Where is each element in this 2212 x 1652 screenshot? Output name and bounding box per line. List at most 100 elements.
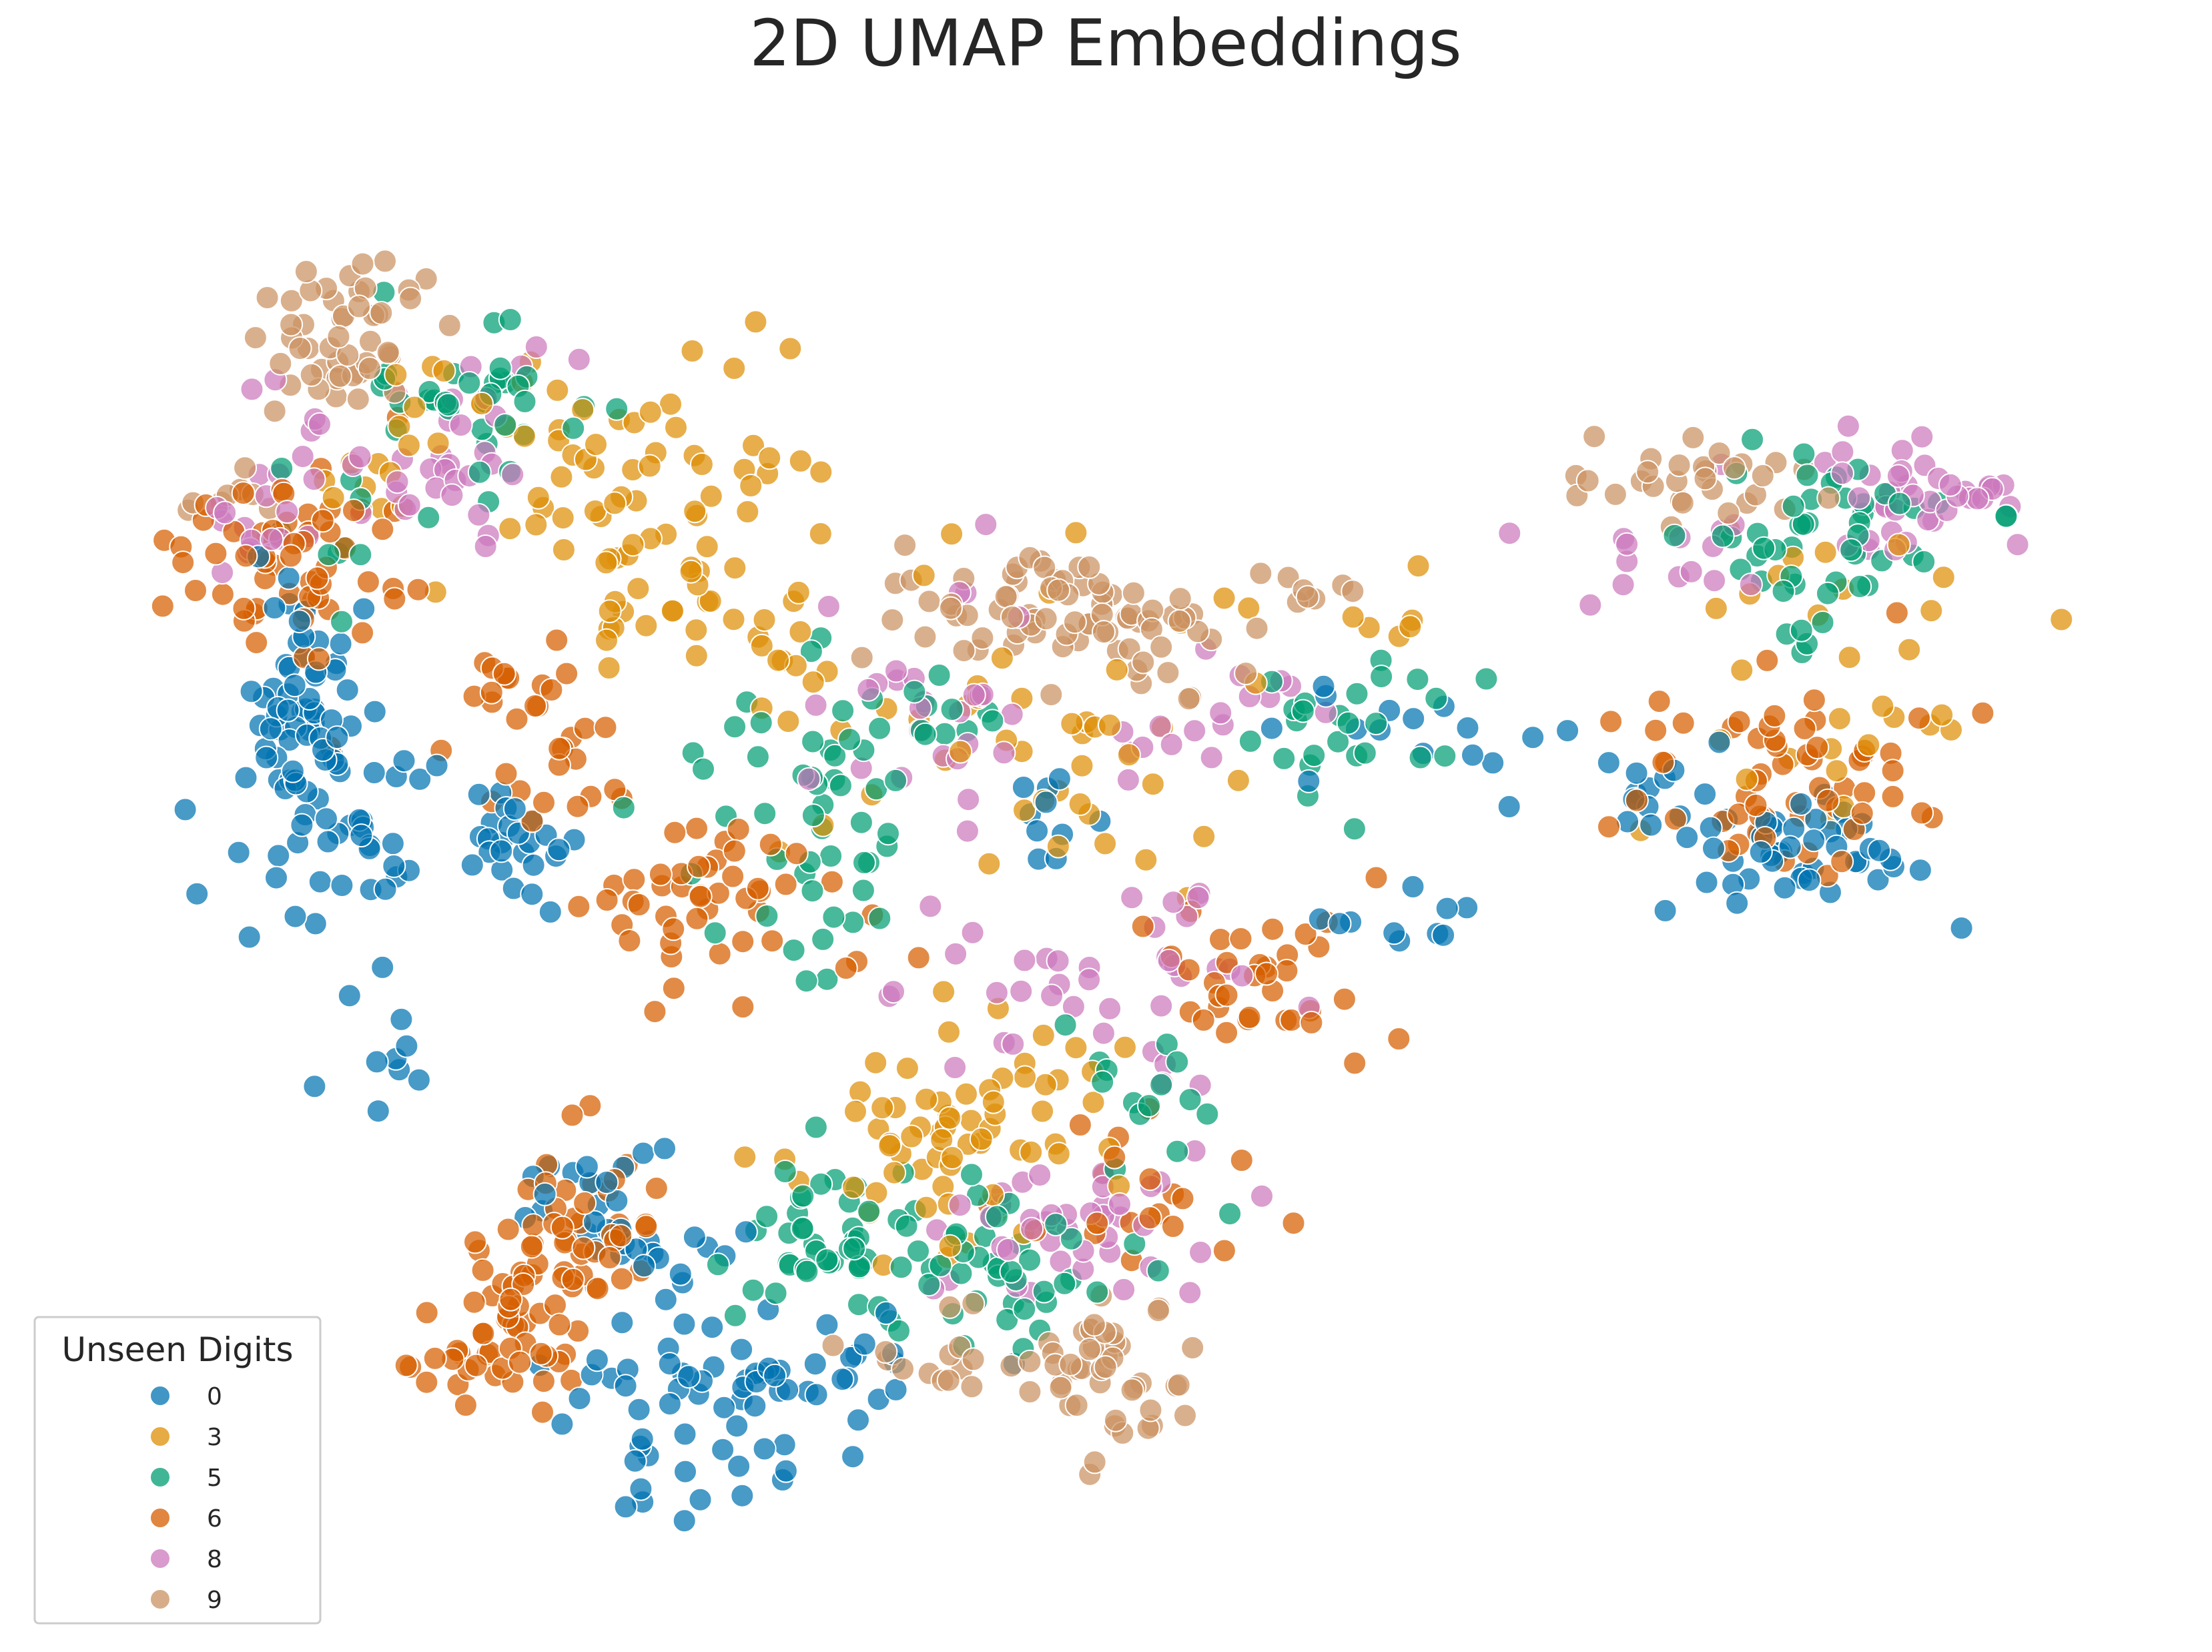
scatter-point-digit-3 bbox=[938, 1106, 962, 1130]
scatter-point-digit-6 bbox=[685, 816, 709, 841]
scatter-point-digit-0 bbox=[538, 899, 563, 924]
scatter-point-digit-9 bbox=[1816, 486, 1841, 510]
scatter-point-digit-3 bbox=[549, 464, 574, 489]
scatter-point-digit-0 bbox=[623, 1449, 647, 1473]
scatter-point-digit-6 bbox=[471, 1321, 496, 1346]
scatter-point-digit-0 bbox=[653, 1287, 678, 1312]
scatter-point-digit-6 bbox=[1214, 983, 1239, 1007]
scatter-point-digit-9 bbox=[1048, 1375, 1073, 1400]
scatter-point-digit-5 bbox=[1178, 1088, 1202, 1112]
scatter-point-digit-3 bbox=[766, 648, 791, 673]
scatter-point-digit-9 bbox=[1180, 1336, 1205, 1360]
scatter-point-digit-0 bbox=[803, 1352, 827, 1376]
scatter-point-digit-0 bbox=[1867, 838, 1892, 863]
scatter-point-digit-6 bbox=[1792, 717, 1817, 741]
scatter-point-digit-6 bbox=[561, 1267, 585, 1292]
scatter-point-digit-8 bbox=[856, 677, 881, 702]
scatter-point-digit-0 bbox=[631, 1141, 655, 1166]
scatter-point-digit-6 bbox=[833, 956, 858, 980]
scatter-point-digit-8 bbox=[1830, 461, 1854, 486]
scatter-point-digit-5 bbox=[790, 1216, 815, 1241]
scatter-point-digit-3 bbox=[723, 556, 747, 580]
scatter-point-digit-3 bbox=[739, 474, 763, 498]
scatter-point-digit-5 bbox=[691, 757, 715, 781]
scatter-point-digit-3 bbox=[1140, 772, 1165, 797]
scatter-point-digit-5 bbox=[800, 879, 825, 903]
scatter-point-digit-9 bbox=[1168, 586, 1192, 611]
scatter-point-digit-3 bbox=[801, 670, 825, 695]
scatter-point-digit-3 bbox=[741, 433, 765, 458]
scatter-point-digit-5 bbox=[1848, 574, 1872, 598]
scatter-point-digit-0 bbox=[389, 1007, 414, 1031]
scatter-point-digit-8 bbox=[1836, 414, 1860, 438]
scatter-point-digit-3 bbox=[402, 395, 427, 420]
scatter-point-digit-5 bbox=[821, 905, 846, 929]
scatter-point-digit-0 bbox=[1908, 858, 1932, 883]
scatter-point-digit-8 bbox=[984, 980, 1009, 1005]
scatter-point-digit-6 bbox=[726, 817, 751, 841]
scatter-point-digit-0 bbox=[841, 1444, 865, 1469]
scatter-point-digit-6 bbox=[530, 1400, 555, 1424]
scatter-point-digit-5 bbox=[467, 460, 492, 484]
scatter-point-digit-6 bbox=[1830, 849, 1854, 874]
scatter-point-digit-6 bbox=[244, 631, 269, 655]
scatter-point-digit-9 bbox=[437, 313, 462, 338]
scatter-point-digit-0 bbox=[1025, 819, 1050, 843]
scatter-point-digit-5 bbox=[1345, 681, 1369, 706]
scatter-point-digit-9 bbox=[279, 312, 304, 337]
scatter-point-digit-6 bbox=[1805, 735, 1830, 760]
scatter-point-digit-8 bbox=[1910, 424, 1934, 449]
scatter-point-digit-5 bbox=[1887, 491, 1912, 516]
scatter-point-digit-6 bbox=[1138, 1206, 1162, 1230]
scatter-point-digit-6 bbox=[721, 864, 745, 889]
scatter-point-digit-0 bbox=[303, 911, 328, 936]
scatter-point-digit-0 bbox=[502, 797, 527, 821]
scatter-point-digit-0 bbox=[380, 831, 405, 856]
legend-frame bbox=[33, 1316, 322, 1625]
scatter-point-digit-5 bbox=[799, 639, 823, 664]
scatter-point-digit-9 bbox=[299, 362, 324, 387]
scatter-point-digit-0 bbox=[1307, 907, 1332, 931]
scatter-point-digit-9 bbox=[1121, 580, 1146, 605]
scatter-point-digit-0 bbox=[254, 745, 279, 770]
scatter-point-digit-9 bbox=[1120, 1378, 1144, 1402]
scatter-point-digit-9 bbox=[893, 533, 917, 558]
scatter-point-digit-9 bbox=[233, 456, 258, 480]
scatter-point-digit-3 bbox=[1931, 565, 1956, 590]
scatter-point-digit-6 bbox=[1274, 959, 1299, 983]
scatter-point-digit-3 bbox=[757, 446, 782, 470]
scatter-point-digit-0 bbox=[672, 1509, 697, 1533]
scatter-point-digit-3 bbox=[526, 485, 550, 510]
scatter-point-digit-9 bbox=[938, 596, 963, 621]
scatter-point-digit-3 bbox=[524, 512, 548, 537]
scatter-point-digit-9 bbox=[1032, 555, 1057, 580]
scatter-point-digit-5 bbox=[1218, 1202, 1242, 1226]
scatter-point-digit-8 bbox=[1738, 572, 1763, 597]
scatter-point-digit-5 bbox=[842, 1236, 867, 1261]
scatter-point-digit-6 bbox=[406, 577, 430, 602]
scatter-point-digit-6 bbox=[688, 884, 713, 909]
scatter-point-digit-5 bbox=[316, 542, 341, 567]
scatter-point-digit-6 bbox=[1647, 689, 1672, 714]
scatter-point-digit-9 bbox=[821, 1333, 845, 1358]
scatter-point-digit-0 bbox=[605, 1188, 629, 1213]
scatter-point-digit-9 bbox=[1295, 584, 1320, 609]
scatter-point-digit-0 bbox=[266, 843, 291, 868]
scatter-point-digit-3 bbox=[877, 1134, 902, 1158]
scatter-point-digit-0 bbox=[804, 1382, 829, 1407]
scatter-point-digit-6 bbox=[760, 929, 785, 953]
scatter-point-digit-9 bbox=[938, 1294, 962, 1319]
scatter-point-digit-9 bbox=[1064, 1393, 1089, 1418]
scatter-point-digit-0 bbox=[1455, 716, 1480, 740]
scatter-point-digit-0 bbox=[730, 1483, 755, 1508]
scatter-point-digit-0 bbox=[830, 1367, 855, 1392]
scatter-point-digit-0 bbox=[262, 596, 287, 620]
scatter-point-digit-5 bbox=[980, 709, 1005, 733]
scatter-point-digit-0 bbox=[1327, 911, 1352, 936]
scatter-point-digit-0 bbox=[370, 955, 395, 979]
scatter-point-digit-6 bbox=[150, 594, 175, 618]
scatter-point-digit-5 bbox=[1165, 1139, 1190, 1164]
scatter-point-digit-0 bbox=[711, 1437, 735, 1462]
scatter-point-digit-5 bbox=[851, 878, 875, 903]
scatter-point-digit-3 bbox=[940, 1146, 965, 1170]
